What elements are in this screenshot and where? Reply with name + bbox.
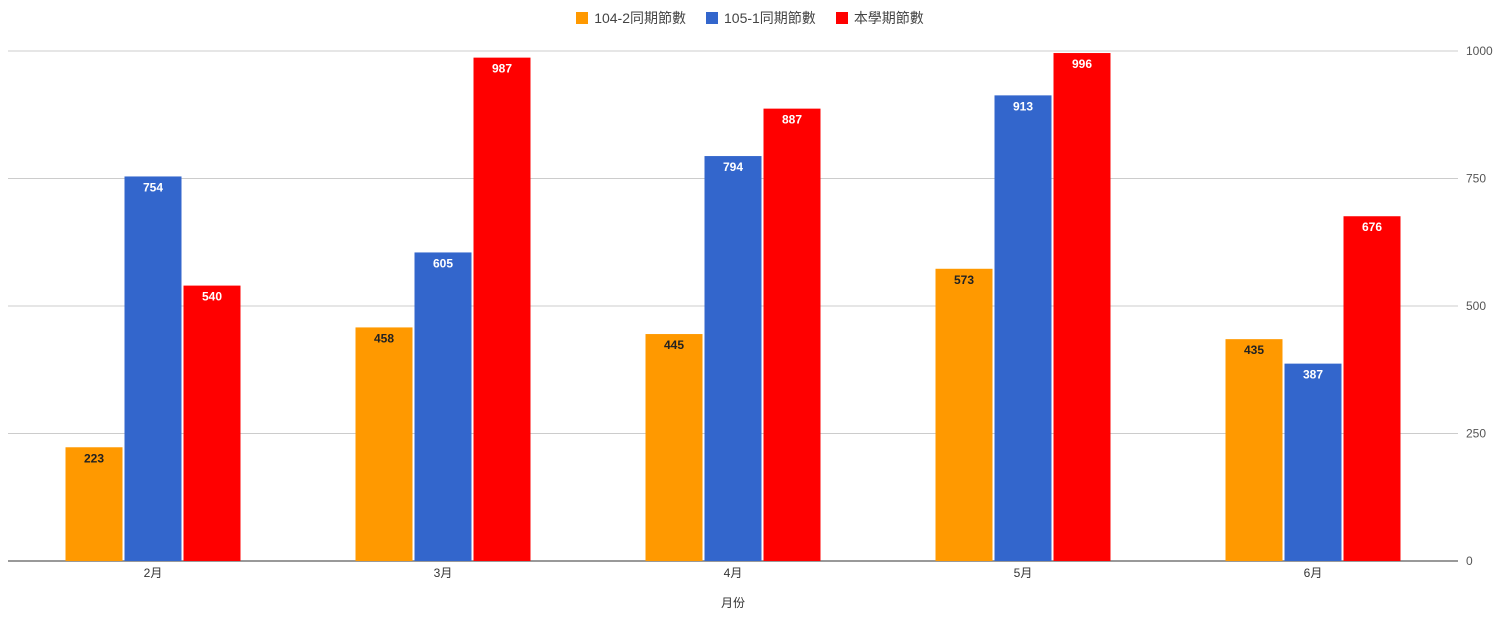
bar-2-0[interactable] xyxy=(183,285,241,561)
data-label-2-4: 676 xyxy=(1362,220,1382,234)
legend-swatch-2 xyxy=(835,12,848,24)
data-label-2-1: 987 xyxy=(492,62,512,76)
bar-2-1[interactable] xyxy=(473,57,531,561)
bar-0-1[interactable] xyxy=(355,327,413,561)
data-label-0-2: 445 xyxy=(664,338,684,352)
y-tick-label-2: 500 xyxy=(1466,299,1486,313)
bar-0-2[interactable] xyxy=(645,334,703,561)
y-tick-label-0: 0 xyxy=(1466,554,1473,568)
legend-item-2[interactable]: 本學期節數 xyxy=(835,8,924,28)
data-labels: 223 754 540 458 605 987 445 794 887 573 913 996 435 3… xyxy=(84,57,1382,465)
bar-0-4[interactable] xyxy=(1225,339,1283,561)
bar-0-3[interactable] xyxy=(935,268,993,561)
y-tick-label-4: 1000 xyxy=(1466,44,1493,58)
x-tick-label-1: 3月 xyxy=(434,566,453,580)
legend-swatch-1 xyxy=(706,12,718,24)
data-label-1-1: 605 xyxy=(433,256,453,270)
legend-label-0: 104-2同期節數 xyxy=(594,10,686,26)
data-label-0-4: 435 xyxy=(1244,343,1264,357)
legend-item-1[interactable]: 105-1同期節數 xyxy=(706,8,816,28)
bar-2-2[interactable] xyxy=(763,108,821,561)
x-axis: 2月 3月 4月 5月 6月 xyxy=(144,566,1323,580)
data-label-1-4: 387 xyxy=(1303,368,1323,382)
bars xyxy=(65,53,1401,562)
data-label-0-1: 458 xyxy=(374,331,394,345)
y-axis: 0 250 500 750 1000 xyxy=(1466,44,1493,568)
bar-1-1[interactable] xyxy=(414,252,472,561)
legend-label-2: 本學期節數 xyxy=(853,10,924,26)
x-tick-label-2: 4月 xyxy=(724,566,743,580)
bar-1-3[interactable] xyxy=(994,95,1052,562)
x-tick-label-4: 6月 xyxy=(1304,566,1323,580)
y-tick-label-3: 750 xyxy=(1466,172,1486,186)
data-label-1-0: 754 xyxy=(143,180,163,194)
data-label-1-2: 794 xyxy=(723,160,743,174)
legend-item-0[interactable]: 104-2同期節數 xyxy=(576,8,686,28)
x-axis-title: 月份 xyxy=(721,596,745,610)
data-label-1-3: 913 xyxy=(1013,99,1033,113)
bar-1-0[interactable] xyxy=(124,176,182,561)
legend-swatch-0 xyxy=(576,12,589,24)
bar-1-2[interactable] xyxy=(704,156,762,561)
legend-label-1: 105-1同期節數 xyxy=(724,10,816,26)
y-tick-label-1: 250 xyxy=(1466,427,1486,441)
data-label-2-3: 996 xyxy=(1072,57,1092,71)
data-label-2-2: 887 xyxy=(782,113,802,127)
bar-0-0[interactable] xyxy=(65,447,123,561)
bar-2-3[interactable] xyxy=(1053,53,1111,561)
x-tick-label-0: 2月 xyxy=(144,566,163,580)
x-tick-label-3: 5月 xyxy=(1014,566,1033,580)
data-label-2-0: 540 xyxy=(202,290,222,304)
data-label-0-0: 223 xyxy=(84,451,104,465)
legend: 104-2同期節數 105-1同期節數 本學期節數 xyxy=(0,8,1500,28)
data-label-0-3: 573 xyxy=(954,273,974,287)
bar-2-4[interactable] xyxy=(1343,216,1401,562)
bar-1-4[interactable] xyxy=(1284,363,1342,561)
